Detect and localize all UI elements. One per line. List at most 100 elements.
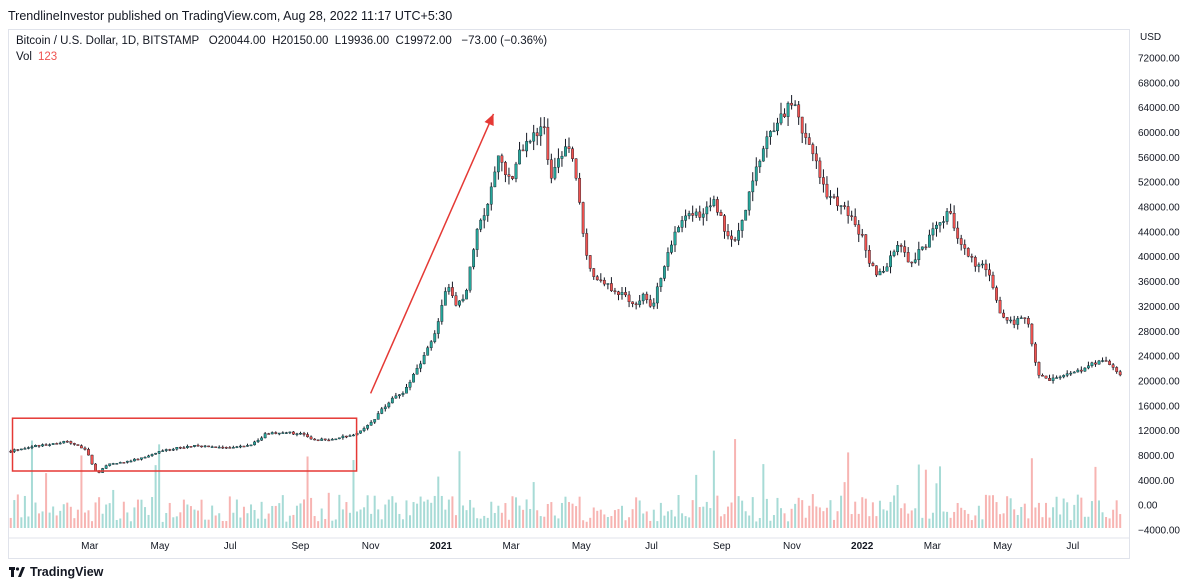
symbol-name[interactable]: Bitcoin / U.S. Dollar, 1D, BITSTAMP: [16, 35, 200, 47]
volume-bar: [377, 509, 380, 528]
volume-bar: [833, 519, 836, 528]
candle-body: [405, 387, 408, 394]
volume-label[interactable]: Vol: [16, 51, 32, 63]
candle-body: [327, 439, 331, 442]
volume-bar: [507, 519, 510, 528]
volume-bar: [737, 496, 740, 528]
candle-body: [981, 263, 984, 266]
volume-bar: [27, 516, 30, 528]
candle-body: [376, 413, 380, 420]
price-tick-label: 32000.00: [1138, 302, 1180, 313]
candle-body: [1094, 362, 1097, 365]
time-tick-label: Mar: [502, 541, 520, 552]
candle-body: [189, 446, 193, 448]
candle-body: [1051, 377, 1055, 381]
candle-body: [44, 444, 48, 446]
candle-body: [454, 295, 458, 306]
candle-body: [737, 230, 741, 241]
volume-bar: [267, 513, 270, 528]
time-tick-label: Jul: [645, 541, 658, 552]
volume-bar: [1013, 509, 1016, 528]
volume-bar: [1059, 514, 1062, 528]
volume-bar: [423, 501, 426, 528]
volume-bar: [794, 503, 797, 528]
candle-body: [87, 449, 90, 456]
currency-label: USD: [1140, 32, 1162, 43]
volume-bar: [1119, 514, 1122, 528]
volume-bar: [854, 501, 857, 528]
candle-body: [634, 303, 638, 306]
volume-bar: [161, 521, 164, 528]
candle-body: [652, 302, 656, 307]
volume-bar: [207, 519, 210, 528]
volume-bar: [299, 503, 302, 528]
volume-bar: [310, 497, 313, 528]
volume-bar: [790, 508, 793, 528]
volume-bar: [518, 505, 521, 528]
volume-bar: [320, 508, 323, 528]
candle-body: [500, 155, 504, 163]
volume-legend: Vol 123: [16, 51, 57, 63]
candle-body: [564, 146, 567, 157]
volume-bar: [652, 509, 655, 528]
candle-body: [906, 252, 910, 263]
candle-body: [836, 196, 839, 207]
volume-bar: [447, 499, 450, 528]
time-tick-label: May: [151, 541, 170, 552]
candle-body: [928, 234, 931, 248]
candle-body: [920, 246, 924, 250]
volume-bar: [850, 514, 853, 528]
price-tick-label: 24000.00: [1138, 352, 1180, 363]
candle-body: [670, 244, 673, 253]
volume-bar: [253, 510, 256, 528]
candle-body: [292, 431, 295, 435]
candle-body: [507, 174, 511, 177]
price-tick-label: 56000.00: [1138, 153, 1180, 164]
volume-bar: [613, 510, 616, 528]
candle-body: [998, 299, 1002, 314]
volume-bar: [748, 515, 751, 528]
volume-bar: [536, 510, 539, 528]
volume-bar: [221, 521, 224, 528]
volume-bar: [66, 502, 69, 528]
candle-body: [140, 457, 143, 460]
candle-body: [161, 450, 165, 452]
candle-body: [995, 287, 998, 301]
volume-bar: [984, 494, 987, 528]
candle-body: [1101, 360, 1104, 362]
volume-bar: [356, 511, 359, 528]
volume-bar: [235, 499, 238, 528]
candle-body: [182, 447, 186, 449]
candle-body: [76, 444, 80, 446]
candle-body: [599, 279, 603, 282]
volume-bar: [55, 515, 58, 528]
candle-body: [1019, 317, 1023, 319]
candle-body: [546, 126, 550, 160]
candle-body: [627, 294, 631, 303]
candle-body: [553, 167, 557, 179]
volume-bar: [345, 502, 348, 528]
price-tick-label: 48000.00: [1138, 203, 1180, 214]
candle-body: [1012, 319, 1016, 325]
volume-bar: [596, 510, 599, 528]
volume-bar: [811, 494, 814, 528]
candle-body: [705, 206, 709, 215]
candle-body: [493, 171, 497, 188]
candle-body: [90, 454, 94, 465]
volume-bar: [366, 495, 369, 528]
annotation-arrow-line[interactable]: [369, 113, 495, 394]
annotation-box[interactable]: [11, 417, 358, 472]
candle-body: [263, 433, 267, 439]
volume-bar: [758, 517, 761, 528]
candle-body: [383, 406, 387, 410]
volume-bar: [585, 521, 588, 528]
candle-body: [323, 438, 327, 441]
price-tick-label: 72000.00: [1138, 54, 1180, 65]
candle-body: [1072, 371, 1076, 374]
volume-bar: [582, 520, 585, 528]
candle-body: [800, 116, 804, 134]
candle-body: [754, 166, 758, 182]
volume-bar: [80, 455, 83, 528]
volume-bar: [847, 452, 850, 528]
